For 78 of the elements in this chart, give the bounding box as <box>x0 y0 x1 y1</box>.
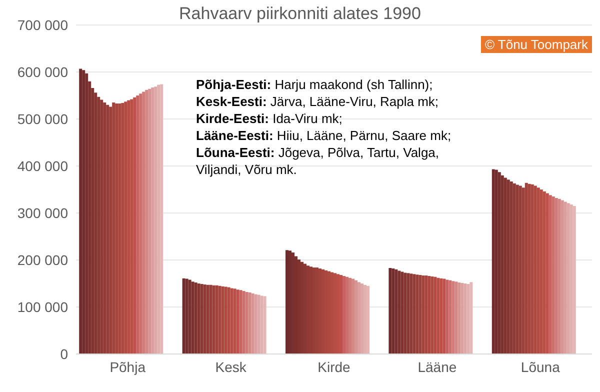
bar <box>470 282 473 354</box>
bar <box>221 286 224 354</box>
bar <box>516 184 519 354</box>
annotation: Lääne-Eesti: Hiiu, Lääne, Pärnu, Saare mk; <box>196 127 452 144</box>
bar <box>203 284 206 354</box>
bar <box>506 180 510 354</box>
bar <box>400 272 404 354</box>
bar <box>239 290 242 354</box>
bar <box>392 268 395 354</box>
bar <box>182 278 186 354</box>
y-tick-label: 100 000 <box>17 298 68 315</box>
bar <box>200 284 204 354</box>
x-tick-label: Kirde <box>318 358 351 375</box>
bar <box>494 170 498 354</box>
y-tick-label: 700 000 <box>17 16 68 33</box>
y-tick-label: 300 000 <box>17 204 68 221</box>
bar <box>398 270 401 354</box>
bar <box>442 278 446 354</box>
bar <box>227 287 230 354</box>
bar <box>233 288 236 354</box>
bar <box>218 286 222 354</box>
annotation: © Tõnu Toompark <box>480 36 592 53</box>
x-tick-label: Lääne <box>418 358 457 375</box>
bar <box>224 286 228 354</box>
bar <box>342 276 346 354</box>
bar <box>498 172 501 354</box>
bar <box>510 182 513 354</box>
annotation: Põhja-Eesti: Harju maakond (sh Tallinn); <box>196 76 434 93</box>
bar <box>212 285 216 354</box>
bar <box>82 70 86 354</box>
y-tick-label: 500 000 <box>17 110 68 127</box>
bar <box>404 272 407 354</box>
bar <box>394 269 398 354</box>
bar <box>366 286 370 354</box>
annotation: Lõuna-Eesti: Jõgeva, Põlva, Tartu, Valga, Viljandi, Võru mk. <box>196 144 440 178</box>
annotation: Kirde-Eesti: Ida-Viru mk; <box>196 110 344 127</box>
bar <box>79 68 82 354</box>
bar <box>500 175 504 354</box>
bar <box>209 284 212 354</box>
bar <box>230 288 234 354</box>
bar <box>428 276 431 354</box>
bar <box>215 285 218 354</box>
x-tick-label: Lõuna <box>520 358 560 375</box>
bar <box>412 274 416 354</box>
bar <box>160 84 164 354</box>
bar <box>436 278 440 354</box>
bar <box>206 284 210 354</box>
bar <box>191 282 194 354</box>
chart-title: Rahvaarv piirkonniti alates 1990 <box>179 4 421 23</box>
bar <box>197 284 200 354</box>
bar <box>572 206 576 354</box>
y-tick-label: 200 000 <box>17 252 68 268</box>
bar <box>406 273 410 354</box>
bar <box>194 282 198 354</box>
bar <box>410 274 413 354</box>
bar <box>416 274 419 354</box>
bar <box>185 278 188 354</box>
bar <box>440 278 443 354</box>
annotation: Kesk-Eesti: Järva, Lääne-Viru, Rapla mk; <box>196 93 440 110</box>
bar <box>418 275 422 354</box>
bar <box>434 276 437 354</box>
bar <box>424 276 428 354</box>
bar <box>548 195 552 354</box>
bar <box>136 96 140 354</box>
y-tick-label: 400 000 <box>17 158 68 174</box>
y-tick-label: 0 <box>60 346 68 362</box>
bar <box>492 169 495 354</box>
x-tick-label: Põhja <box>110 358 146 375</box>
bar <box>388 268 392 354</box>
bar <box>422 276 425 354</box>
bar <box>85 73 88 354</box>
bar <box>430 276 434 354</box>
y-tick-label: 600 000 <box>17 64 68 80</box>
bar <box>263 296 266 354</box>
bar <box>446 280 449 354</box>
bar <box>188 280 192 354</box>
x-tick-label: Kesk <box>215 358 248 375</box>
bar <box>285 250 288 354</box>
